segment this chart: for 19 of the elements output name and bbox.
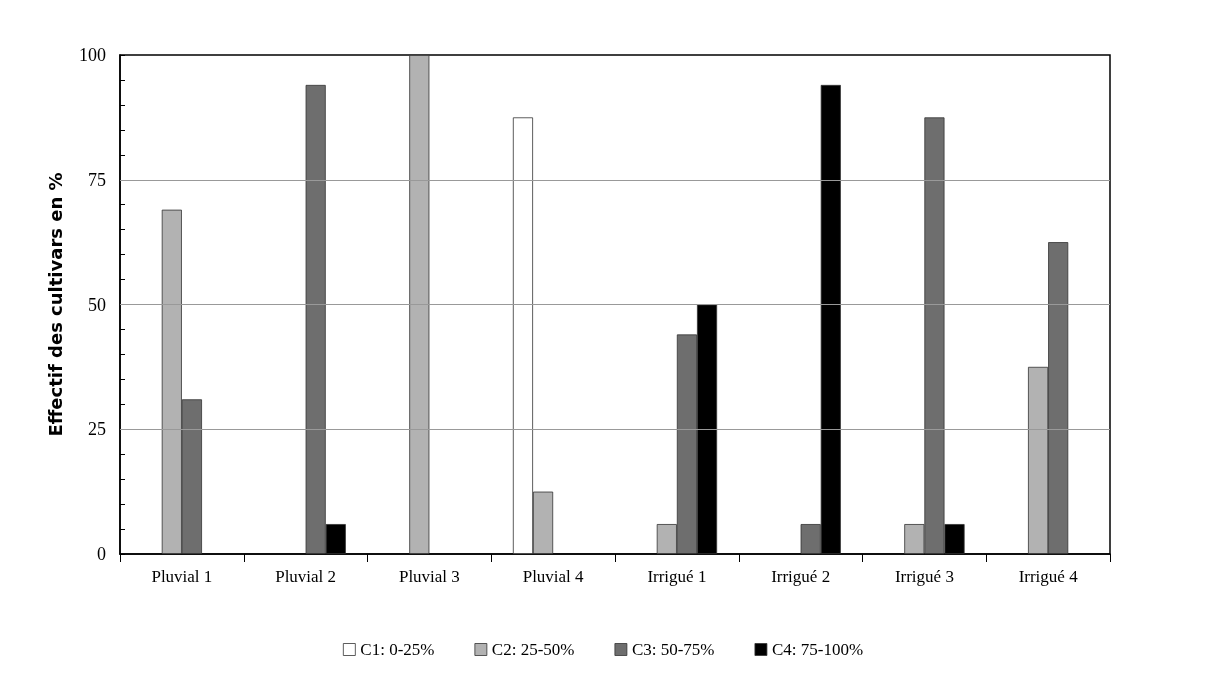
x-tick-label: Irrigué 4 <box>1018 567 1079 586</box>
legend-label: C2: 25-50% <box>491 640 575 659</box>
x-tick-label: Pluvial 2 <box>275 567 337 586</box>
legend-label: C4: 75-100% <box>771 640 864 659</box>
bar <box>409 55 430 554</box>
x-tick-label: Pluvial 1 <box>151 567 213 586</box>
y-tick-label: 0 <box>97 544 106 564</box>
x-tick-label: Irrigué 3 <box>894 567 954 586</box>
y-tick-label: 75 <box>88 169 106 190</box>
y-tick-label: 25 <box>88 419 106 440</box>
legend-label: C3: 50-75% <box>631 640 715 659</box>
x-tick-label: Irrigué 2 <box>771 567 831 586</box>
x-tick-label: Pluvial 4 <box>522 567 585 586</box>
legend-label: C1: 0-25% <box>360 640 435 659</box>
y-tick-label: 50 <box>88 294 106 315</box>
y-axis-title: Effectif des cultivars en % <box>44 172 66 437</box>
x-tick-label: Pluvial 3 <box>398 567 460 586</box>
x-tick-label: Irrigué 1 <box>647 567 707 586</box>
y-tick-label: 100 <box>79 45 106 65</box>
